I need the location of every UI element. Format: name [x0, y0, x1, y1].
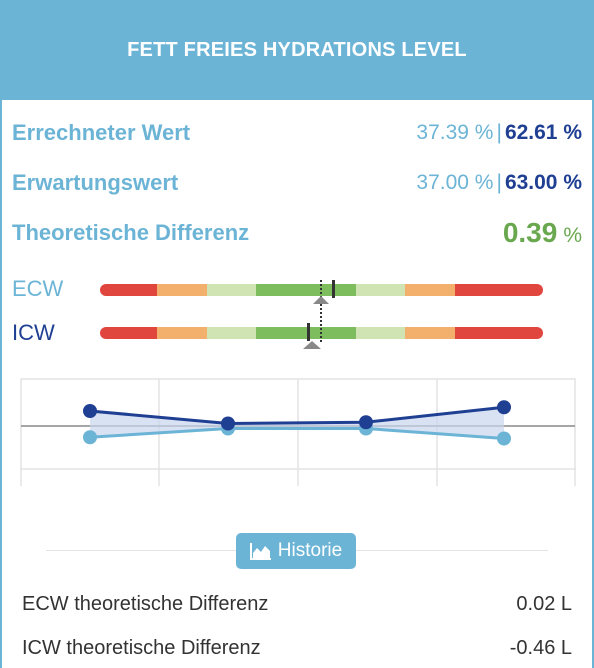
data-point: [83, 430, 97, 445]
calculated-value-label: Errechneter Wert: [12, 120, 191, 145]
ecw-expected-triangle: [313, 296, 329, 304]
range-segment: [455, 327, 543, 339]
range-segment: [207, 327, 256, 339]
ecw-difference-value: 0.02 L: [516, 592, 572, 615]
card-header: FETT FREIES HYDRATIONS LEVEL: [0, 0, 594, 100]
history-button[interactable]: Historie: [236, 533, 356, 569]
calculated-icw-value: 62.61 %: [504, 121, 582, 144]
ecw-current-marker: [332, 280, 335, 298]
theoretical-difference-label: Theoretische Differenz: [12, 220, 250, 245]
history-chart: [20, 378, 576, 486]
calculated-ecw-value: 37.39 %: [416, 121, 494, 144]
icw-label: ICW: [12, 320, 55, 345]
series-line: [89, 405, 505, 426]
range-segment: [157, 327, 207, 339]
icw-current-marker: [307, 323, 310, 341]
icw-expected-triangle: [303, 341, 321, 349]
expected-icw-value: 63.00 %: [504, 171, 582, 194]
calculated-value-row: Errechneter Wert 37.39 % | 62.61 %: [12, 120, 582, 145]
icw-difference-value: -0.46 L: [509, 636, 572, 659]
theoretical-difference-unit: %: [563, 224, 582, 247]
history-button-label: Historie: [277, 540, 343, 561]
expected-ecw-value: 37.00 %: [416, 171, 494, 194]
ecw-difference-row: ECW theoretische Differenz 0.02 L: [22, 587, 572, 621]
range-segment: [207, 284, 256, 296]
range-segment: [306, 284, 356, 296]
icw-difference-row: ICW theoretische Differenz -0.46 L: [22, 631, 572, 665]
expected-value-label: Erwartungswert: [12, 170, 179, 195]
data-point: [83, 404, 97, 418]
theoretical-difference-value: 0.39: [502, 217, 558, 248]
card-title: FETT FREIES HYDRATIONS LEVEL: [127, 38, 467, 61]
range-segment: [356, 327, 405, 339]
icw-difference-label: ICW theoretische Differenz: [22, 636, 261, 659]
range-segment: [256, 284, 306, 296]
range-segment: [455, 284, 543, 296]
expected-value-line: [320, 280, 322, 342]
data-point: [359, 415, 373, 430]
ecw-label: ECW: [12, 276, 64, 301]
range-segment: [405, 327, 455, 339]
expected-value-row: Erwartungswert 37.00 % | 63.00 %: [12, 170, 582, 195]
data-point: [497, 400, 511, 415]
range-segment: [356, 284, 405, 296]
theoretical-difference-row: Theoretische Differenz 0.39%: [12, 213, 582, 253]
range-segment: [405, 284, 455, 296]
icw-range-bar: [100, 327, 543, 339]
range-segment: [157, 284, 207, 296]
series-line: [89, 427, 505, 440]
area-chart-icon: [249, 543, 271, 560]
ecw-difference-label: ECW theoretische Differenz: [22, 592, 269, 615]
data-point: [221, 416, 235, 431]
data-point: [497, 431, 511, 446]
range-segment: [100, 284, 157, 296]
range-segment: [306, 327, 356, 339]
ecw-range-bar: [100, 284, 543, 296]
range-segment: [256, 327, 306, 339]
range-segment: [100, 327, 157, 339]
